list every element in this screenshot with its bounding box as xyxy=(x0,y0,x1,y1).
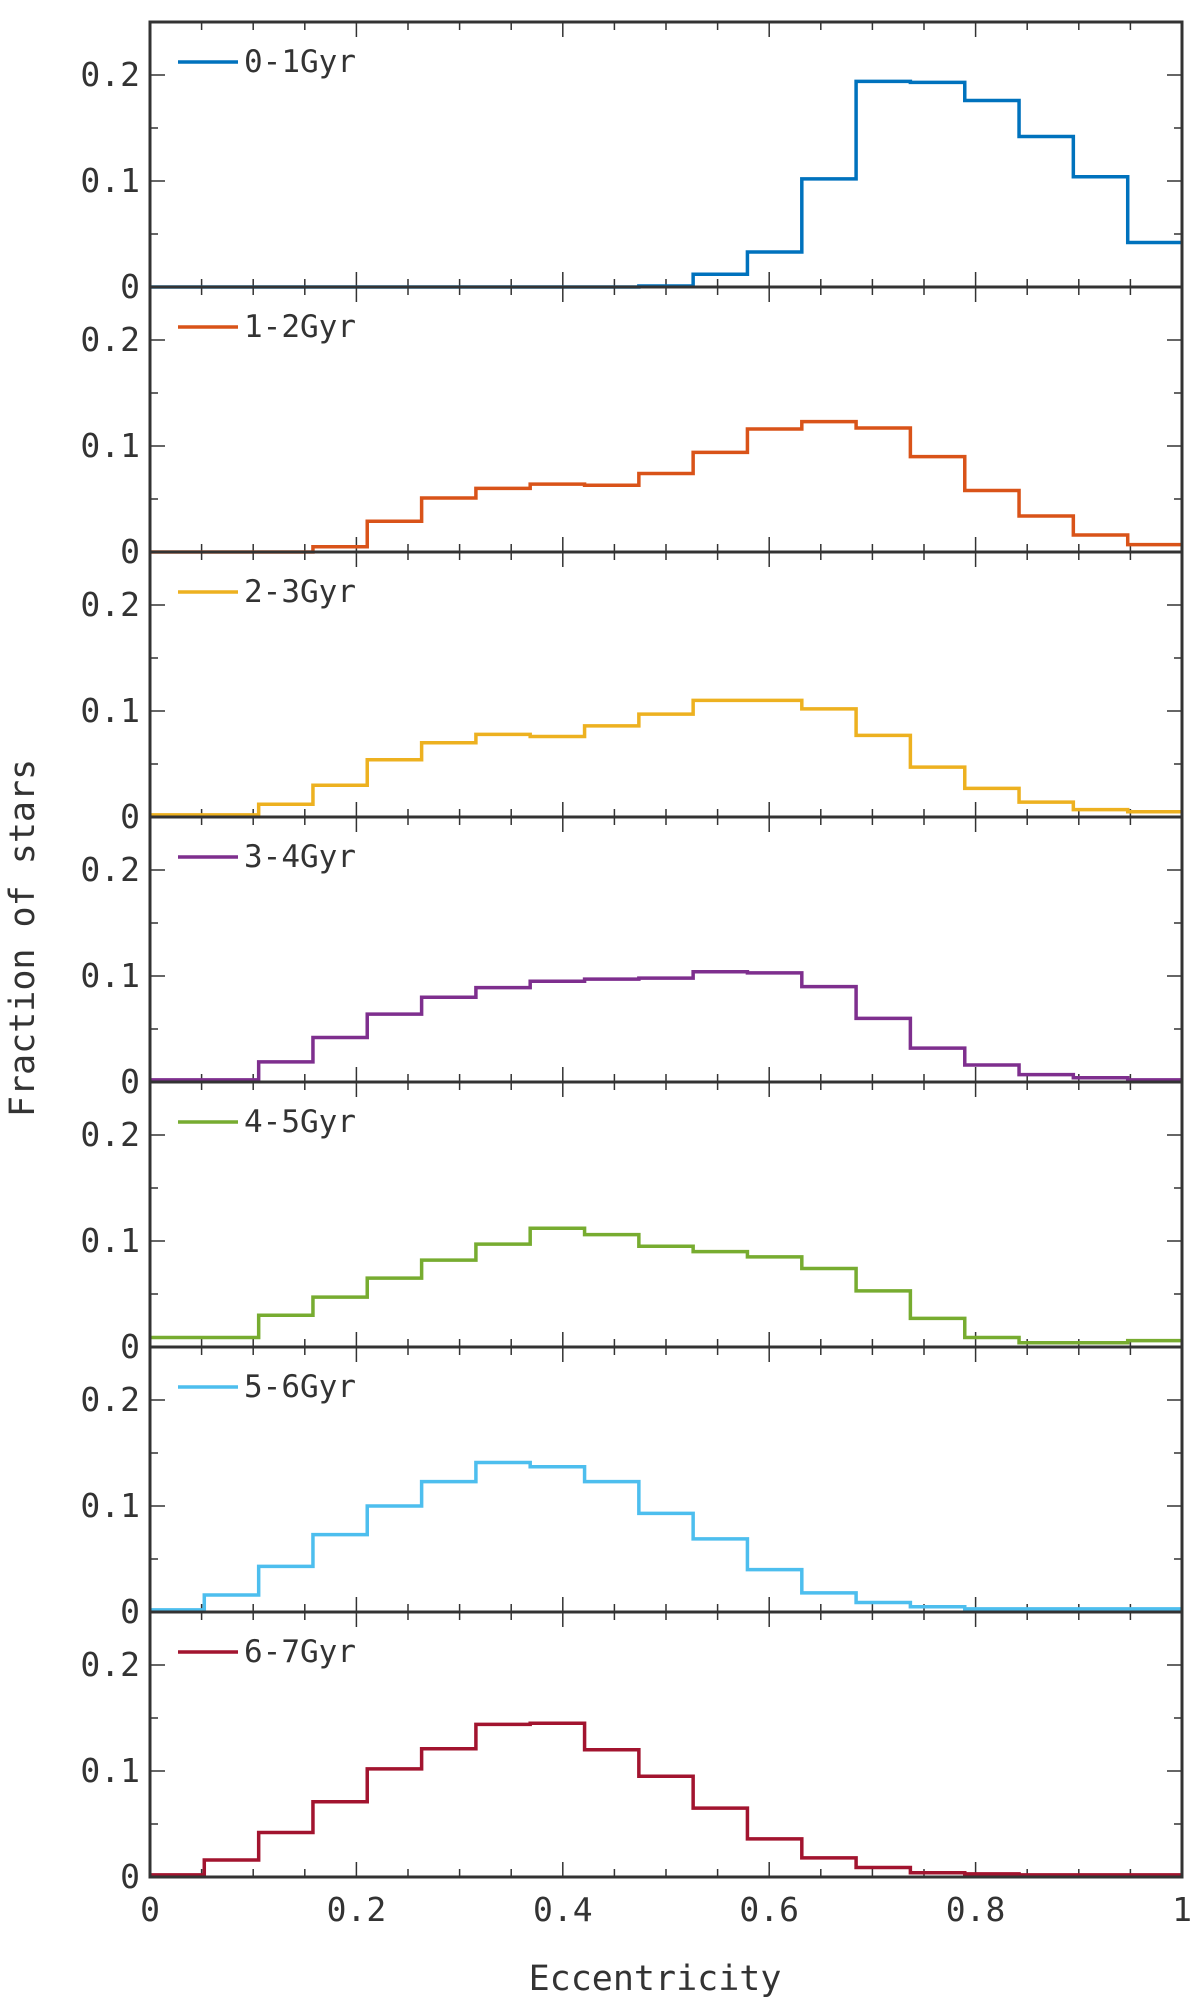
y-axis-title: Fraction of stars xyxy=(3,759,43,1117)
x-tick-label: 0 xyxy=(140,1890,160,1929)
y-tick-label: 0 xyxy=(120,267,140,306)
y-tick-label: 0.2 xyxy=(80,320,140,359)
y-tick-label: 0.1 xyxy=(80,1486,140,1525)
histogram-line-2-3Gyr xyxy=(150,698,1182,817)
y-tick-label: 0 xyxy=(120,532,140,571)
panel-5-6Gyr: 0 0.1 0.2 5-6Gyr xyxy=(80,1345,1184,1631)
y-tick-label: 0.1 xyxy=(80,426,140,465)
y-tick-label: 0.2 xyxy=(80,1645,140,1684)
legend-label: 0-1Gyr xyxy=(244,44,356,80)
legend-label: 6-7Gyr xyxy=(244,1634,356,1670)
y-tick-label: 0.1 xyxy=(80,1221,140,1260)
legend-label: 3-4Gyr xyxy=(244,839,356,875)
panel-3-4Gyr: 0 0.1 0.2 3-4Gyr xyxy=(80,815,1184,1101)
x-tick-label: 0.4 xyxy=(533,1890,593,1929)
y-tick-label: 0.2 xyxy=(80,850,140,889)
y-tick-label: 0.1 xyxy=(80,956,140,995)
histogram-line-3-4Gyr xyxy=(150,970,1182,1082)
y-tick-label: 0 xyxy=(120,1327,140,1366)
histogram-line-5-6Gyr xyxy=(150,1460,1182,1612)
panel-frame xyxy=(148,1610,1184,1879)
x-axis: 0 0.2 0.4 0.6 0.8 1 xyxy=(140,1890,1192,1929)
x-tick-label: 0.8 xyxy=(946,1890,1006,1929)
y-tick-label: 0.2 xyxy=(80,55,140,94)
panel-6-7Gyr: 0 0.1 0.2 6-7Gyr xyxy=(80,1610,1184,1896)
x-tick-label: 0.2 xyxy=(327,1890,387,1929)
legend-label: 2-3Gyr xyxy=(244,574,356,610)
y-tick-label: 0.2 xyxy=(80,585,140,624)
panel-0-1Gyr: 0 0.1 0.2 0-1Gyr xyxy=(80,20,1184,306)
y-tick-label: 0.2 xyxy=(80,1115,140,1154)
y-tick-label: 0.1 xyxy=(80,1751,140,1790)
y-tick-label: 0.1 xyxy=(80,161,140,200)
histogram-line-0-1Gyr xyxy=(150,79,1182,289)
panel-4-5Gyr: 0 0.1 0.2 4-5Gyr xyxy=(80,1080,1184,1366)
legend-label: 5-6Gyr xyxy=(244,1369,356,1405)
y-tick-label: 0 xyxy=(120,1857,140,1896)
legend-label: 1-2Gyr xyxy=(244,309,356,345)
histogram-line-4-5Gyr xyxy=(150,1226,1182,1345)
panel-2-3Gyr: 0 0.1 0.2 2-3Gyr xyxy=(80,550,1184,836)
histogram-line-1-2Gyr xyxy=(150,419,1182,554)
y-tick-label: 0.1 xyxy=(80,691,140,730)
y-tick-label: 0.2 xyxy=(80,1380,140,1419)
legend-label: 4-5Gyr xyxy=(244,1104,356,1140)
x-tick-label: 1 xyxy=(1172,1890,1192,1929)
y-tick-label: 0 xyxy=(120,797,140,836)
panel-1-2Gyr: 0 0.1 0.2 1-2Gyr xyxy=(80,285,1184,571)
x-axis-title: Eccentricity xyxy=(529,1959,782,1999)
histogram-line-6-7Gyr xyxy=(150,1721,1182,1877)
x-tick-label: 0.6 xyxy=(739,1890,799,1929)
y-tick-label: 0 xyxy=(120,1592,140,1631)
y-tick-label: 0 xyxy=(120,1062,140,1101)
